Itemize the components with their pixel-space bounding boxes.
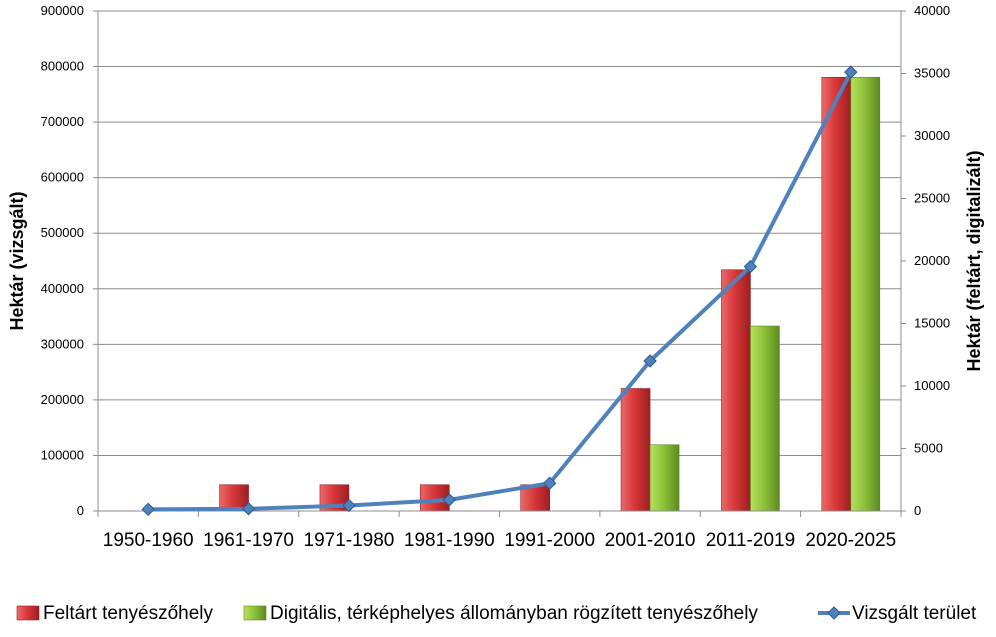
y-left-axis-title: Hektár (vizsgált) xyxy=(7,191,27,330)
line-point-vizsgalt-terulet xyxy=(844,65,858,79)
line-vizsgalt-terulet xyxy=(148,71,853,512)
legend-swatch-digitalis xyxy=(243,605,267,621)
y-right-tick-label: 25000 xyxy=(914,191,950,206)
y-right-tick-label: 20000 xyxy=(914,253,950,268)
bar-digitalis xyxy=(850,76,881,512)
y-right-tick-label: 10000 xyxy=(914,378,950,393)
y-left-tick-label: 400000 xyxy=(41,281,84,296)
y-left-tick-label: 600000 xyxy=(41,170,84,185)
y-left-tick-label: 500000 xyxy=(41,225,84,240)
y-right-tick-label: 40000 xyxy=(914,3,950,18)
legend-marker-vizsgalt xyxy=(827,606,841,620)
bar-digitalis xyxy=(649,444,680,512)
bar-feltart xyxy=(821,76,852,512)
y-left-tick-label: 200000 xyxy=(41,392,84,407)
line-series-group xyxy=(141,65,858,517)
x-category-label: 1950-1960 xyxy=(103,530,194,551)
x-category-label: 2001-2010 xyxy=(605,530,696,551)
legend-label-vizsgalt: Vizsgált terület xyxy=(852,603,977,624)
line-point-vizsgalt-terulet xyxy=(442,493,457,507)
y-left-tick-label: 0 xyxy=(77,503,84,518)
y-left-tick-label: 800000 xyxy=(41,59,84,74)
y-right-tick-label: 35000 xyxy=(914,66,950,81)
bar-digitalis xyxy=(750,325,780,512)
y-left-tick-label: 300000 xyxy=(41,336,84,351)
x-category-label: 1991-2000 xyxy=(504,530,595,551)
y-right-tick-label: 0 xyxy=(914,503,921,518)
x-category-label: 2020-2025 xyxy=(805,530,896,551)
y-left-tick-label: 700000 xyxy=(41,114,84,129)
y-right-tick-label: 5000 xyxy=(914,441,943,456)
line-point-vizsgalt-terulet xyxy=(743,259,758,274)
axis-labels: 0100000200000300000400000500000600000700… xyxy=(7,3,984,551)
bar-feltart xyxy=(620,388,651,512)
legend-swatch-feltart xyxy=(16,605,40,621)
gridlines xyxy=(98,10,901,456)
x-category-label: 1981-1990 xyxy=(404,530,495,551)
y-left-tick-label: 100000 xyxy=(41,447,84,462)
axes xyxy=(93,10,906,517)
line-point-vizsgalt-terulet xyxy=(542,476,557,490)
y-right-tick-label: 15000 xyxy=(914,316,950,331)
y-right-tick-label: 30000 xyxy=(914,128,950,143)
line-point-vizsgalt-terulet xyxy=(342,498,356,513)
legend: Feltárt tenyészőhely Digitális, térképhel… xyxy=(16,603,977,624)
bar-feltart xyxy=(219,484,249,512)
legend-label-feltart: Feltárt tenyészőhely xyxy=(43,603,214,624)
y-left-tick-label: 900000 xyxy=(41,3,84,18)
x-category-label: 1971-1980 xyxy=(304,530,395,551)
bar-feltart xyxy=(721,269,751,512)
line-point-vizsgalt-terulet xyxy=(241,502,256,516)
y-right-axis-title: Hektár (feltárt, digitalizált) xyxy=(964,150,984,371)
x-category-label: 1961-1970 xyxy=(203,530,294,551)
x-category-label: 2011-2019 xyxy=(706,530,795,551)
legend-label-digitalis: Digitális, térképhelyes állományban rögz… xyxy=(270,603,758,624)
line-point-vizsgalt-terulet xyxy=(141,502,155,517)
bar-series-group xyxy=(219,76,881,512)
line-point-vizsgalt-terulet xyxy=(643,354,657,368)
